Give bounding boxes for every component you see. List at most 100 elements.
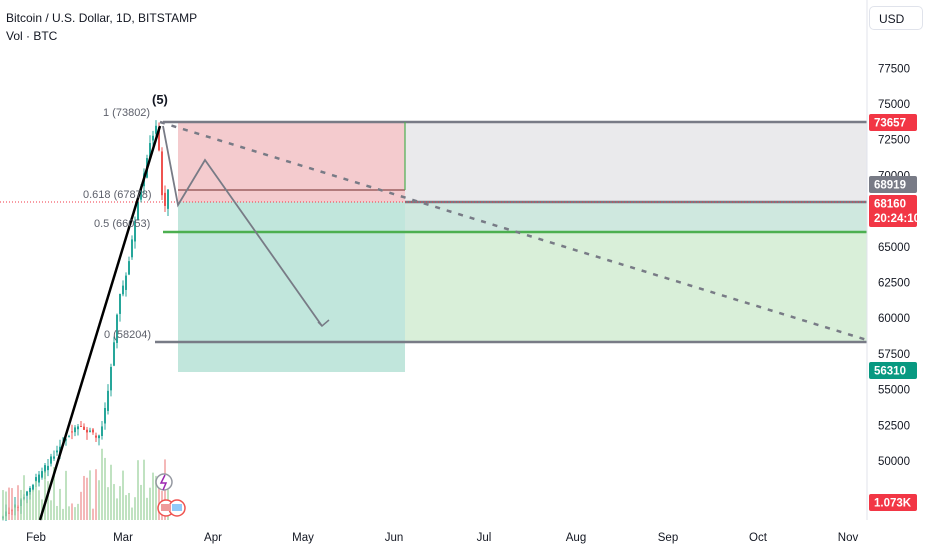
candle-body [44, 465, 46, 473]
volume-bar [125, 495, 127, 520]
candle-body [38, 474, 40, 483]
volume-bar [101, 448, 103, 520]
price-badge-label: 56310 [874, 366, 906, 378]
volume-bar [56, 505, 58, 520]
candle-body [113, 342, 115, 366]
price-tick-label: 55000 [878, 385, 910, 397]
candle-body [74, 427, 76, 433]
candle-body [92, 429, 94, 433]
volume-bar [113, 484, 115, 520]
volume-bar [65, 470, 67, 520]
volume-bar [137, 460, 139, 520]
volume-bar [140, 484, 142, 520]
candle-body [86, 429, 88, 433]
price-badge-label: 68919 [874, 180, 906, 192]
flag-event-glyph-2 [172, 504, 182, 511]
candle-body [119, 293, 121, 314]
candle-body [68, 436, 70, 438]
volume-bar [116, 498, 118, 520]
symbol-title[interactable]: Bitcoin / U.S. Dollar, 1D, BITSTAMP [6, 11, 198, 25]
candle-body [32, 484, 34, 490]
volume-bar [5, 491, 7, 520]
split-event-icon[interactable] [155, 473, 173, 491]
event-markers[interactable] [155, 473, 186, 517]
price-tick-label: 62500 [878, 278, 910, 290]
volume-bar [29, 491, 31, 520]
dashed-trendline[interactable] [159, 120, 868, 342]
candle-body [56, 450, 58, 453]
candle-body [131, 239, 133, 258]
candle-body [101, 426, 103, 436]
fib-label-0: 0 (58204) [104, 329, 151, 341]
candle-body [167, 189, 169, 209]
candle-body [116, 314, 118, 343]
candle-body [164, 192, 166, 206]
volume-bar [68, 506, 70, 520]
time-tick-label: May [292, 532, 314, 544]
volume-bar [95, 469, 97, 520]
volume-bar [86, 477, 88, 520]
time-tick-label: Aug [566, 532, 586, 544]
projected-path[interactable] [162, 125, 323, 327]
volume-bar [77, 503, 79, 520]
volume-bar [119, 486, 121, 520]
price-tick-label: 72500 [878, 135, 910, 147]
candle-body [155, 125, 157, 134]
volume-bar [155, 475, 157, 520]
time-tick-label: Nov [838, 532, 859, 544]
volume-indicator-label[interactable]: Vol · BTC [6, 29, 58, 43]
price-tick-label: 65000 [878, 242, 910, 254]
candle-body [98, 435, 100, 439]
candle-body [104, 407, 106, 424]
volume-bar [110, 464, 112, 520]
time-tick-label: Oct [749, 532, 768, 544]
impulse-trendline[interactable] [38, 125, 162, 521]
volume-bar [134, 497, 136, 520]
price-tick-label: 50000 [878, 456, 910, 468]
candle-body [89, 430, 91, 432]
price-badges: 73657 68919 68160 20:24:10 56310 1.073K [869, 114, 920, 511]
target-zone [178, 202, 405, 372]
split-event-glyph [159, 474, 168, 491]
flag-event-glyph-1 [161, 504, 171, 511]
price-badge [869, 114, 917, 131]
price-tick-label: 77500 [878, 63, 910, 75]
candle-body [140, 186, 142, 200]
candle-body [95, 435, 97, 438]
grey-zone [405, 122, 867, 202]
volume-bar [23, 475, 25, 520]
price-axis[interactable]: 5000052500550005750060000625006500067500… [866, 0, 910, 520]
candle-body [137, 201, 139, 220]
candle-body [110, 366, 112, 391]
volume-bar [92, 508, 94, 520]
candle-body [35, 477, 37, 482]
candle-body [71, 431, 73, 433]
price-badge-label: 68160 [874, 199, 906, 211]
target-zone-band [405, 202, 867, 232]
volume-bar [158, 475, 160, 520]
price-badge-countdown: 20:24:10 [874, 213, 920, 225]
volume-bar [74, 507, 76, 520]
candle-body [47, 465, 49, 471]
time-axis[interactable]: Feb Mar Apr May Jun Jul Aug Sep Oct Nov [26, 532, 858, 544]
volume-bar [20, 489, 22, 520]
candle-body [149, 143, 151, 158]
fib-label-0618: 0.618 (67878) [83, 189, 152, 201]
candle-body [134, 220, 136, 242]
volume-bar [11, 488, 13, 520]
volume-bar [32, 489, 34, 520]
candle-body [77, 426, 79, 430]
time-tick-label: Jul [477, 532, 492, 544]
stop-zone [178, 122, 405, 202]
candle-body [53, 456, 55, 459]
price-tick-label: 60000 [878, 313, 910, 325]
volume-bar [35, 480, 37, 520]
candle-body [29, 488, 31, 495]
volume-bar [143, 459, 145, 520]
candle-body [80, 425, 82, 427]
currency-button[interactable]: USD [869, 6, 923, 30]
fib-label-05: 0.5 (66053) [94, 218, 150, 230]
volume-bar [38, 490, 40, 520]
price-tick-label: 75000 [878, 99, 910, 111]
